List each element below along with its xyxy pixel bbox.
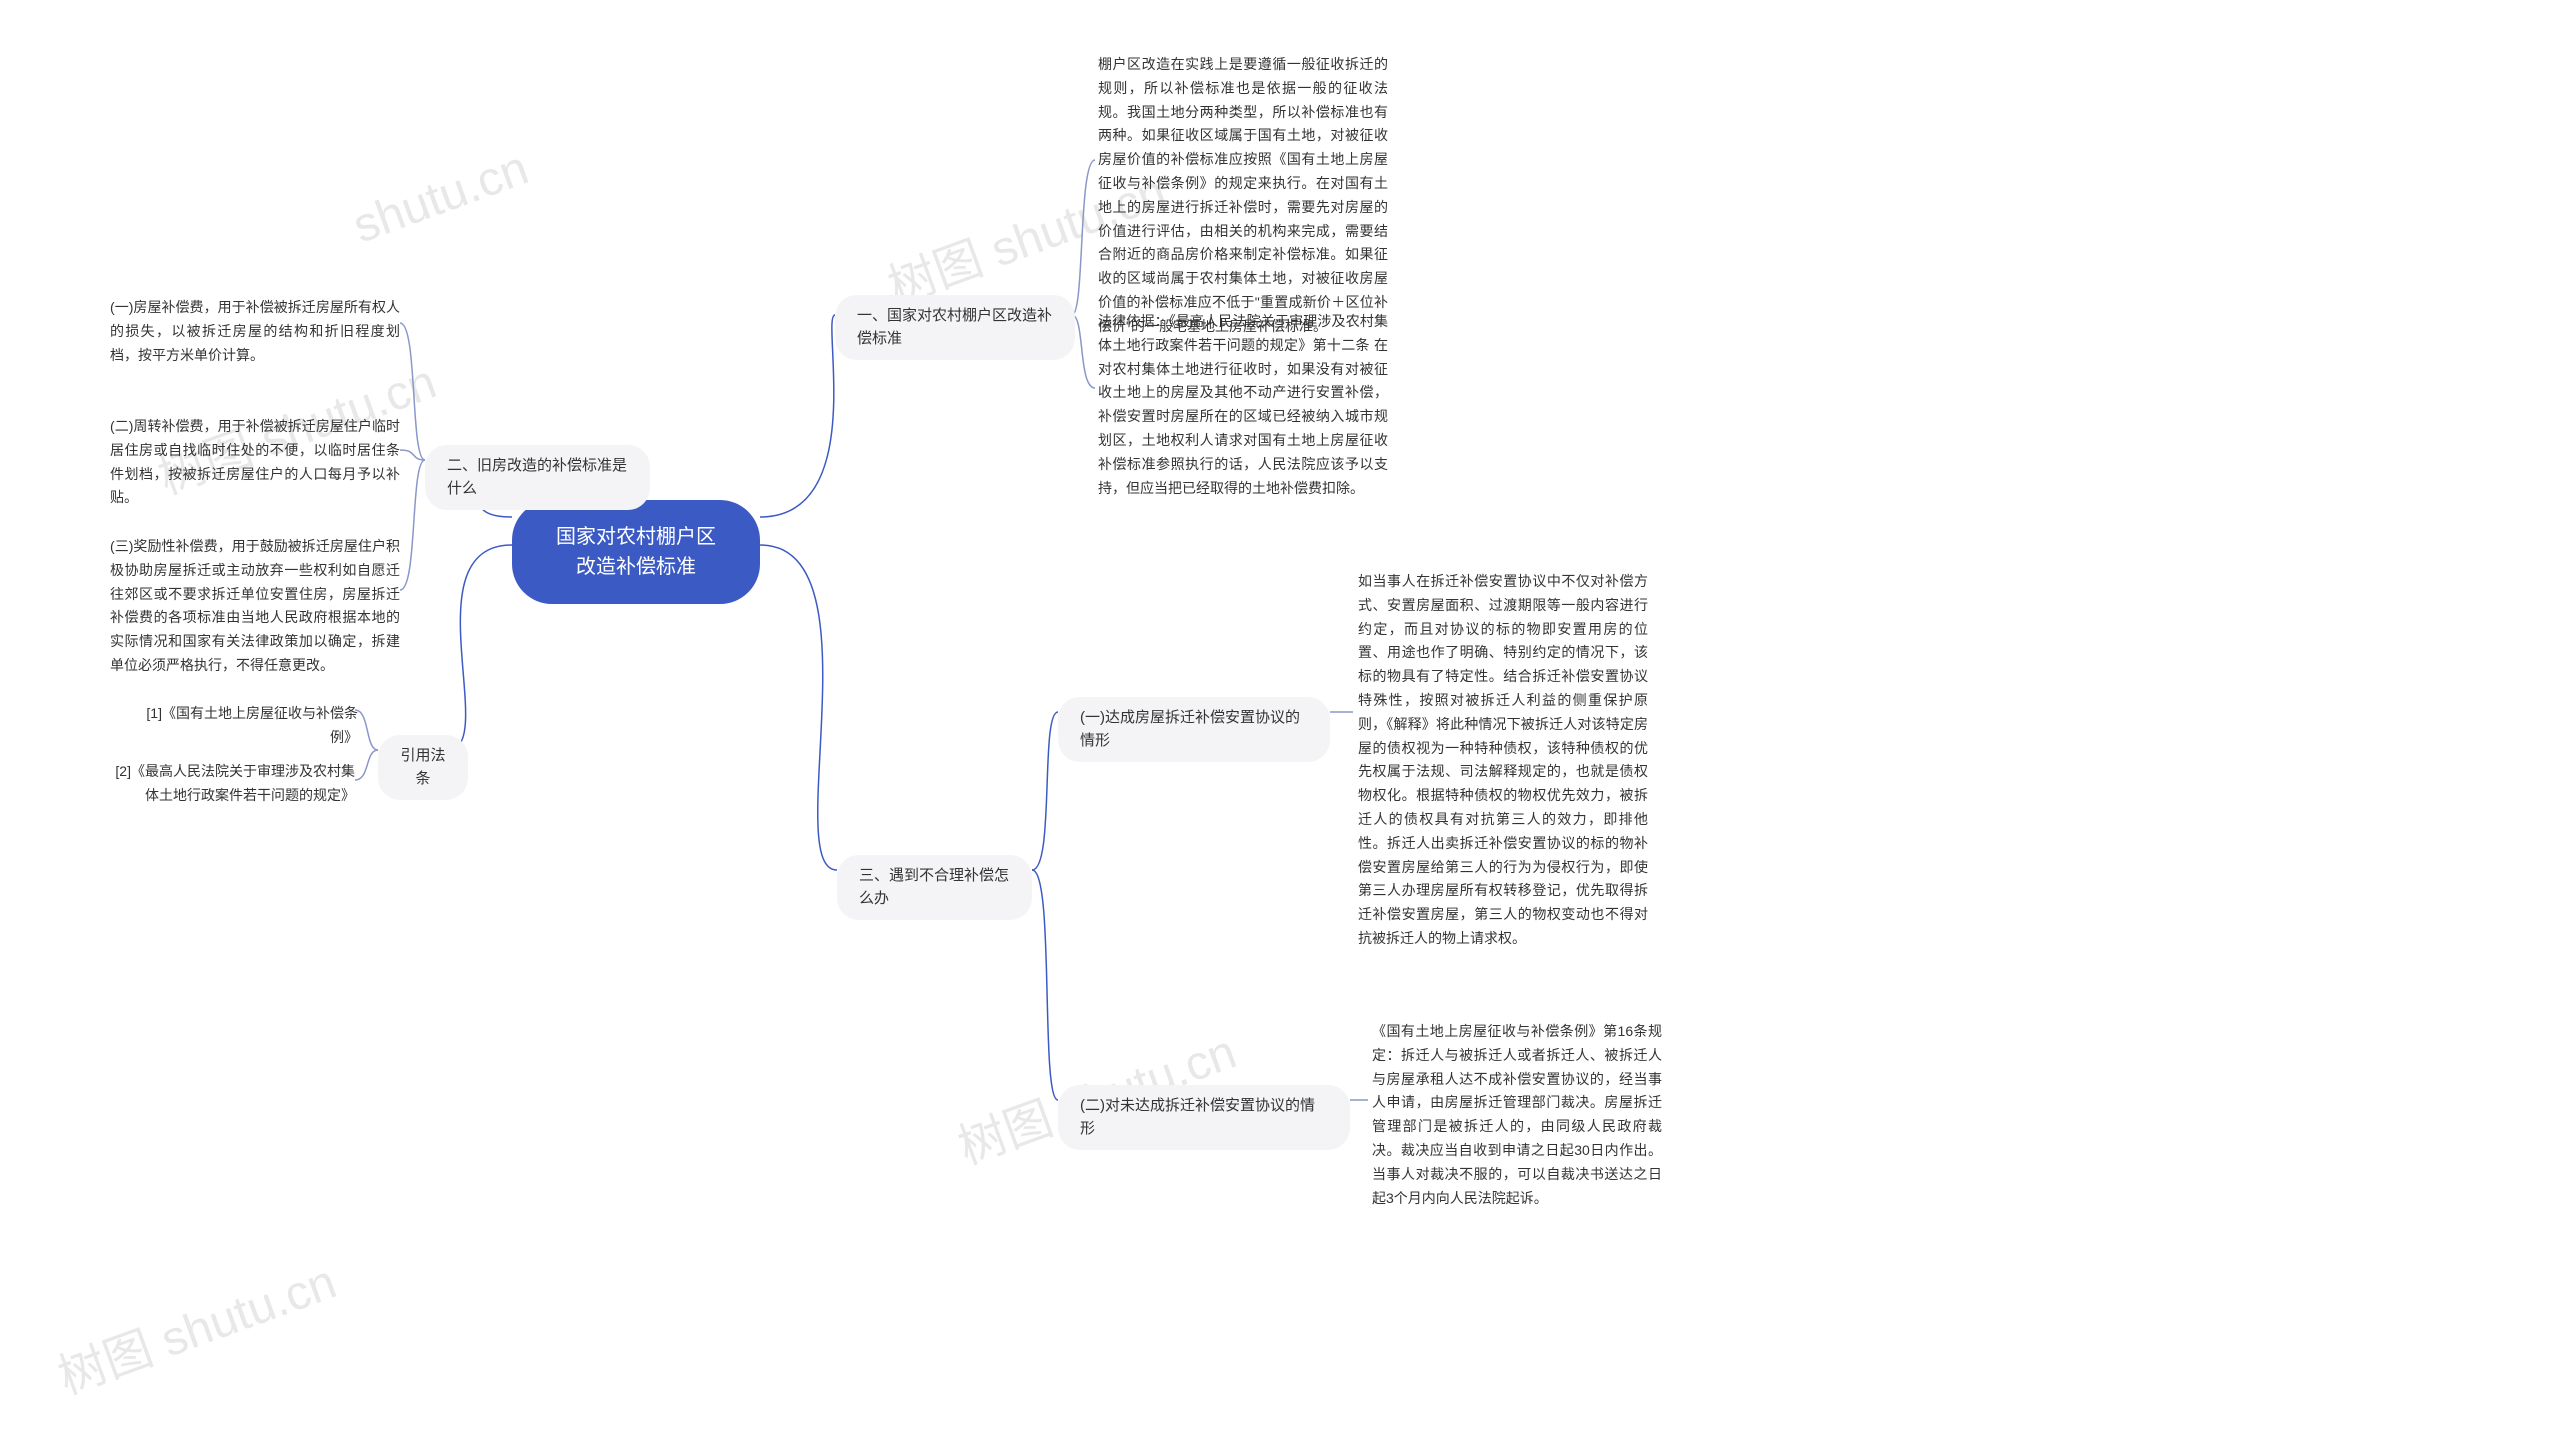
center-node: 国家对农村棚户区改造补偿标准 [512,500,760,604]
leaf-b4a: [1]《国有土地上房屋征收与补偿条例》 [128,702,358,750]
branch-1-label: 一、国家对农村棚户区改造补偿标准 [857,305,1053,350]
branch-3a: (一)达成房屋拆迁补偿安置协议的情形 [1058,697,1330,762]
leaf-b1b: 法律依据：《最高人民法院关于审理涉及农村集体土地行政案件若干问题的规定》第十二条… [1098,310,1388,500]
branch-2: 二、旧房改造的补偿标准是什么 [425,445,650,510]
branch-4: 引用法条 [378,735,468,800]
branch-3: 三、遇到不合理补偿怎么办 [837,855,1032,920]
watermark: 树图 shutu.cn [47,1242,344,1407]
leaf-b2b: (二)周转补偿费，用于补偿被拆迁房屋住户临时居住房或自找临时住处的不便，以临时居… [110,415,400,510]
branch-3-label: 三、遇到不合理补偿怎么办 [859,865,1010,910]
branch-3a-label: (一)达成房屋拆迁补偿安置协议的情形 [1080,707,1308,752]
branch-3b: (二)对未达成拆迁补偿安置协议的情形 [1058,1085,1350,1150]
leaf-b2a: (一)房屋补偿费，用于补偿被拆迁房屋所有权人的损失，以被拆迁房屋的结构和折旧程度… [110,296,400,367]
leaf-b4b: [2]《最高人民法院关于审理涉及农村集体土地行政案件若干问题的规定》 [105,760,355,808]
leaf-b3a: 如当事人在拆迁补偿安置协议中不仅对补偿方式、安置房屋面积、过渡期限等一般内容进行… [1358,570,1648,951]
center-label: 国家对农村棚户区改造补偿标准 [552,522,720,582]
branch-2-label: 二、旧房改造的补偿标准是什么 [447,455,628,500]
branch-4-label: 引用法条 [400,745,446,790]
branch-3b-label: (二)对未达成拆迁补偿安置协议的情形 [1080,1095,1328,1140]
watermark: shutu.cn [346,141,535,255]
leaf-b1a: 棚户区改造在实践上是要遵循一般征收拆迁的规则，所以补偿标准也是依据一般的征收法规… [1098,53,1388,339]
branch-1: 一、国家对农村棚户区改造补偿标准 [835,295,1075,360]
leaf-b2c: (三)奖励性补偿费，用于鼓励被拆迁房屋住户积极协助房屋拆迁或主动放弃一些权利如自… [110,535,400,678]
leaf-b3b: 《国有土地上房屋征收与补偿条例》第16条规定：拆迁人与被拆迁人或者拆迁人、被拆迁… [1372,1020,1662,1210]
